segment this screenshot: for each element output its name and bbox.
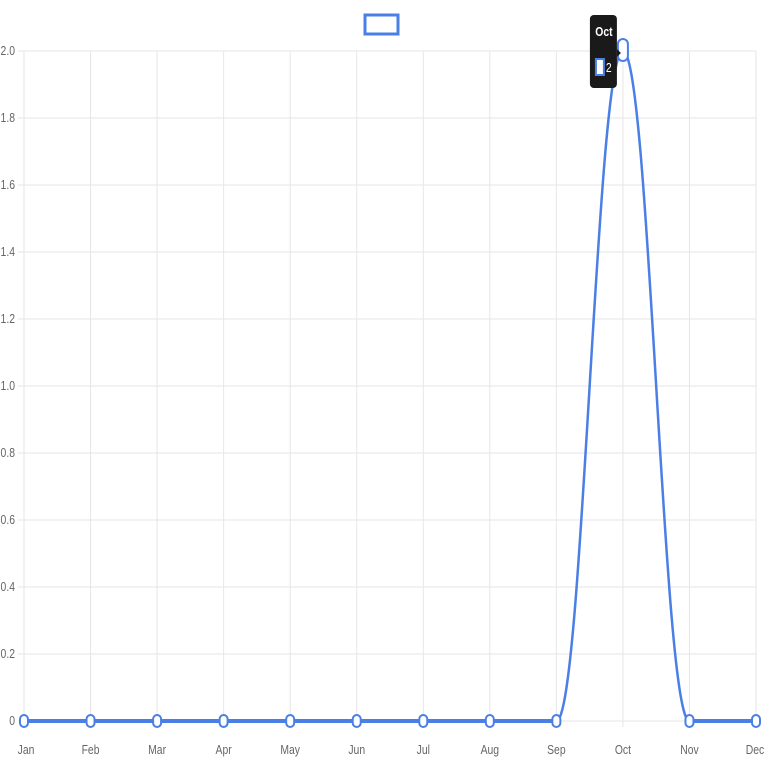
series-points[interactable] [19, 38, 761, 728]
legend[interactable] [363, 13, 400, 36]
y-tick: 1.0 [1, 379, 16, 393]
data-point[interactable] [418, 714, 429, 728]
x-tick-label: May [280, 743, 300, 757]
vertical-gridlines [23, 51, 757, 727]
y-tick-label: 0.6 [1, 513, 16, 527]
y-tick: 0.6 [1, 513, 16, 527]
y-tick-label: 1.6 [1, 178, 16, 192]
x-tick-label: Jul [417, 743, 430, 757]
x-tick: Dec [746, 743, 765, 757]
x-tick: Apr [216, 743, 232, 757]
tooltip-caret [616, 49, 621, 57]
x-tick: Jun [348, 743, 365, 757]
data-point[interactable] [285, 714, 296, 728]
y-tick-label: 1.8 [1, 111, 16, 125]
y-tick: 0.2 [1, 647, 15, 661]
x-tick-label: Mar [148, 743, 166, 757]
y-tick: 1.6 [1, 178, 16, 192]
tooltip-title: Oct [595, 25, 612, 39]
legend-swatch[interactable] [363, 13, 400, 36]
x-tick-label: Jan [18, 743, 35, 757]
y-tick-label: 1.0 [1, 379, 16, 393]
horizontal-gridlines [18, 50, 756, 722]
y-tick-label: 0.2 [1, 647, 15, 661]
y-tick-label: 1.4 [1, 245, 16, 259]
x-tick-label: Jun [348, 743, 365, 757]
data-point[interactable] [684, 714, 695, 728]
x-tick: Aug [481, 743, 499, 757]
y-tick-label: 0 [9, 714, 15, 728]
y-axis-ticks: 0 0.2 0.4 0.6 0.8 1.0 1.2 1.4 1.6 1.8 2.0 [1, 44, 16, 728]
y-tick: 1.4 [1, 245, 16, 259]
data-point[interactable] [351, 714, 362, 728]
tooltip-swatch [594, 58, 605, 76]
data-point[interactable] [616, 38, 629, 62]
x-tick: Nov [680, 743, 699, 757]
tooltip-value: 2 [606, 61, 612, 75]
data-point[interactable] [218, 714, 229, 728]
tooltip-value-group: 2 [606, 61, 612, 75]
y-tick-label: 0.8 [1, 446, 16, 460]
data-point[interactable] [85, 714, 96, 728]
x-tick-label: Aug [481, 743, 499, 757]
x-tick-label: Nov [680, 743, 699, 757]
data-point[interactable] [751, 714, 761, 728]
tooltip-title-group: Oct [595, 25, 612, 39]
x-tick-label: Sep [547, 743, 566, 757]
data-point[interactable] [19, 714, 29, 728]
data-point[interactable] [152, 714, 163, 728]
x-tick: Feb [82, 743, 100, 757]
y-tick: 0 [9, 714, 15, 728]
x-tick: Mar [148, 743, 166, 757]
x-tick: Jan [18, 743, 35, 757]
x-tick: Oct [615, 743, 632, 757]
y-tick: 0.8 [1, 446, 16, 460]
tooltip: Oct 2 [589, 15, 621, 88]
y-tick-label: 1.2 [1, 312, 15, 326]
x-tick: May [280, 743, 300, 757]
data-point[interactable] [551, 714, 562, 728]
x-axis-ticks: Jan Feb Mar Apr May Jun Jul Aug Sep Oct Nov Dec [18, 743, 765, 757]
y-tick: 1.8 [1, 111, 16, 125]
y-tick: 1.2 [1, 312, 15, 326]
x-tick-label: Apr [216, 743, 232, 757]
y-tick-label: 2.0 [1, 44, 16, 58]
x-tick: Sep [547, 743, 566, 757]
x-tick-label: Dec [746, 743, 765, 757]
data-point[interactable] [484, 714, 495, 728]
y-tick: 2.0 [1, 44, 16, 58]
x-tick-label: Oct [615, 743, 632, 757]
x-tick-label: Feb [82, 743, 100, 757]
y-tick-label: 0.4 [1, 580, 16, 594]
x-tick: Jul [417, 743, 430, 757]
y-tick: 0.4 [1, 580, 16, 594]
